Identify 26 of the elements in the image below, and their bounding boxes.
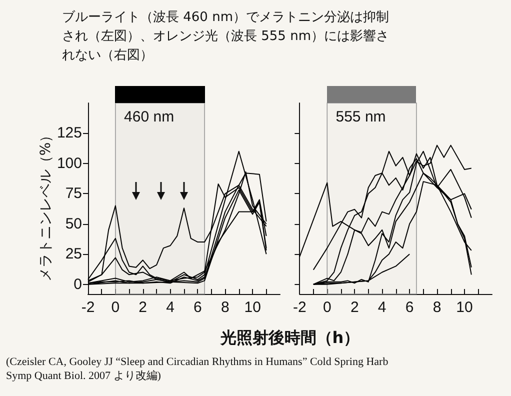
x-tick-label: 2 (350, 299, 359, 316)
y-tick-label: 125 (56, 124, 82, 142)
chart-title: ブルーライト（波長 460 nm）でメラトニン分泌は抑制され（左図）、オレンジ光（波長 555 nm）には影響されない（右図） (62, 9, 390, 65)
text: (Czeisler CA, Gooley JJ “Sleep and Circadian Rhythms in Humans” Cold Spring Harb Symp Quant Biol. 2007 より改編) (6, 355, 388, 383)
y-axis-title: メラトニンレベル（%） (37, 128, 55, 282)
y-tick-label: 100 (56, 154, 82, 172)
x-tick-label: 4 (166, 299, 174, 316)
y-tick-label: 50 (65, 215, 82, 232)
x-tick-label: 4 (378, 299, 386, 316)
x-tick-label: 0 (322, 299, 332, 316)
x-axis-title: 光照射後時間（h） (219, 328, 361, 349)
x-tick-label: 6 (194, 299, 202, 316)
x-tick-label: 8 (432, 299, 442, 316)
band-label: 555 nm (336, 108, 386, 126)
x-tick-label: 10 (244, 299, 261, 316)
y-tick-label: 0 (74, 276, 82, 293)
x-tick-label: 10 (456, 299, 473, 316)
y-tick-label: 75 (65, 185, 82, 202)
x-tick-label: -2 (81, 299, 95, 316)
x-tick-label: -2 (292, 299, 306, 316)
x-tick-label: 6 (405, 299, 414, 316)
band-label: 460 nm (124, 108, 174, 126)
x-tick-label: 0 (111, 299, 120, 316)
y-tick-label: 25 (65, 246, 82, 263)
x-tick-label: 2 (138, 299, 148, 316)
x-tick-label: 8 (220, 299, 230, 316)
